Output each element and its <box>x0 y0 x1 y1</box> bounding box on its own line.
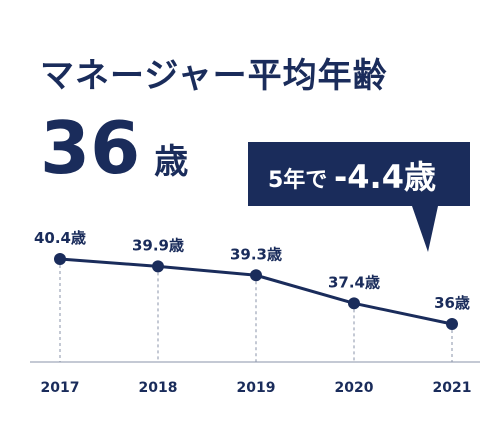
x-tick-label: 2019 <box>237 380 276 396</box>
x-tick-label: 2018 <box>139 380 178 396</box>
headline-value: 36 <box>40 106 141 190</box>
data-label: 40.4歳 <box>34 229 86 247</box>
x-tick-label: 2020 <box>335 380 374 396</box>
plot-area: 40.4歳 2017 39.9歳 2018 39.3歳 2019 37.4歳 2020 36歳 2… <box>30 229 480 396</box>
callout-value: -4.4歳 <box>334 158 436 196</box>
data-label: 36歳 <box>434 294 470 312</box>
x-tick-label: 2021 <box>433 380 472 396</box>
data-point <box>348 297 360 310</box>
data-label: 39.9歳 <box>132 236 184 254</box>
headline-unit: 歳 <box>154 142 189 182</box>
data-point <box>152 260 164 273</box>
callout-prefix: 5年で <box>268 167 327 193</box>
data-point <box>250 269 262 282</box>
x-tick-label: 2017 <box>41 380 80 396</box>
headline-average-age: 36 歳 <box>40 108 188 188</box>
callout-shape <box>248 142 470 252</box>
data-point <box>446 318 458 330</box>
data-label: 37.4歳 <box>328 273 380 291</box>
data-point <box>54 253 66 265</box>
data-label: 39.3歳 <box>230 245 282 263</box>
page-title: マネージャー平均年齢 <box>40 56 388 96</box>
callout-box: 5年で -4.4歳 <box>248 142 470 252</box>
